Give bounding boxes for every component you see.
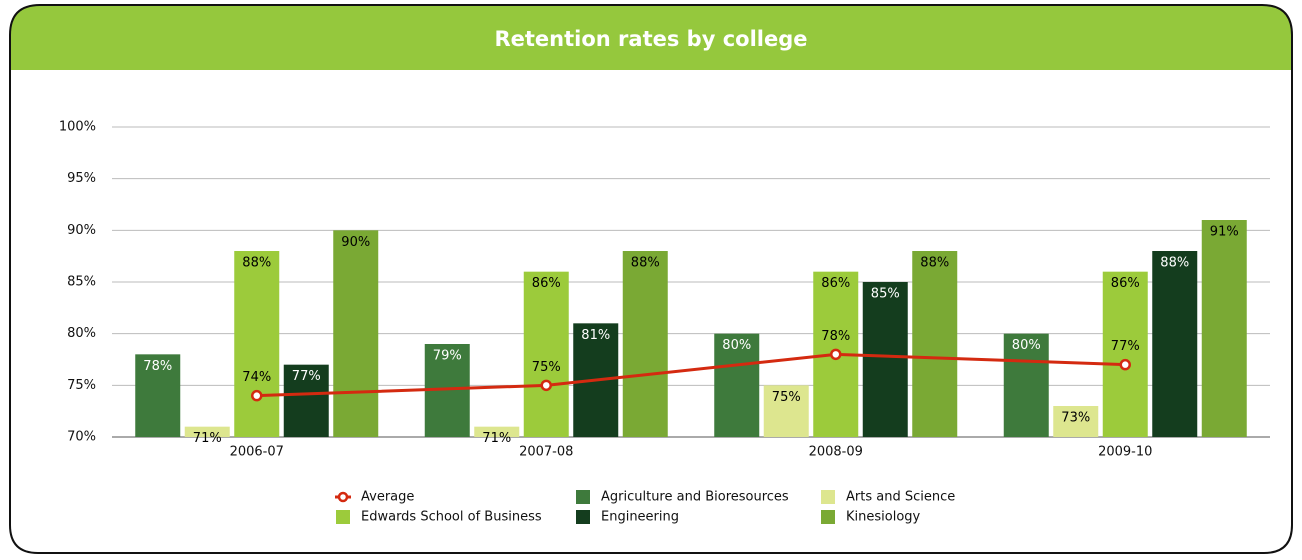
bar-value-label: 90% (341, 235, 370, 250)
bar-value-label: 79% (433, 349, 462, 364)
legend-swatch (821, 490, 835, 504)
x-tick-label: 2007-08 (519, 445, 573, 460)
legend-swatch (821, 510, 835, 524)
legend-label: Engineering (601, 510, 679, 525)
bar-value-label: 88% (920, 256, 949, 271)
bar (622, 251, 668, 437)
average-point (830, 348, 842, 361)
average-value-label: 74% (242, 370, 271, 385)
bar (1053, 406, 1099, 437)
average-value-label: 75% (532, 360, 561, 375)
average-point (251, 389, 263, 402)
legend-label: Agriculture and Bioresources (601, 490, 789, 505)
bar (135, 354, 181, 437)
average-point (540, 379, 552, 392)
y-tick-label: 80% (67, 326, 96, 341)
bar (333, 230, 379, 437)
bar (912, 251, 958, 437)
legend-label: Kinesiology (846, 510, 921, 525)
average-point (1119, 358, 1131, 371)
average-value-label: 78% (821, 329, 850, 344)
average-line (256, 352, 1126, 398)
bar-value-label: 88% (631, 256, 660, 271)
bar (184, 426, 230, 437)
average-value-label: 77% (1111, 339, 1140, 354)
y-tick-label: 75% (67, 378, 96, 393)
legend-label: Average (361, 490, 414, 505)
bar-value-label: 81% (581, 328, 610, 343)
bar-value-label: 80% (722, 338, 751, 353)
frame (9, 4, 1293, 554)
y-tick-label: 70% (67, 430, 96, 445)
bar (1102, 271, 1148, 437)
bar (1152, 251, 1198, 437)
bar-value-label: 86% (821, 276, 850, 291)
legend-label: Arts and Science (846, 490, 955, 505)
bar (763, 385, 809, 437)
y-tick-label: 100% (59, 120, 96, 135)
bar-value-label: 75% (772, 390, 801, 405)
bar-value-label: 71% (193, 431, 222, 446)
bar (862, 282, 908, 437)
legend-label: Edwards School of Business (361, 510, 542, 525)
bar-value-label: 86% (1111, 276, 1140, 291)
bar (474, 426, 520, 437)
bar-value-label: 86% (532, 276, 561, 291)
legend-swatch (576, 490, 590, 504)
bar-value-label: 85% (871, 287, 900, 302)
bar-value-label: 71% (482, 431, 511, 446)
bar-value-label: 78% (143, 359, 172, 374)
bar (1201, 220, 1247, 437)
header-band (10, 5, 1292, 70)
bar-value-label: 88% (242, 256, 271, 271)
chart-title: Retention rates by college (494, 27, 807, 51)
legend-swatch (576, 510, 590, 524)
x-tick-label: 2006-07 (230, 445, 284, 460)
bar-value-label: 91% (1210, 225, 1239, 240)
bar (714, 333, 760, 437)
y-tick-label: 90% (67, 223, 96, 238)
legend-swatch (336, 510, 350, 524)
bar-value-label: 88% (1160, 256, 1189, 271)
bar (523, 271, 569, 437)
x-tick-label: 2009-10 (1098, 445, 1152, 460)
legend-marker (337, 491, 349, 503)
y-tick-label: 95% (67, 171, 96, 186)
bar-value-label: 80% (1012, 338, 1041, 353)
bar (283, 364, 329, 437)
bar-value-label: 73% (1061, 411, 1090, 426)
bar-value-label: 77% (292, 369, 321, 384)
y-tick-label: 85% (67, 275, 96, 290)
bar (1003, 333, 1049, 437)
x-tick-label: 2008-09 (809, 445, 863, 460)
bar (234, 251, 280, 437)
